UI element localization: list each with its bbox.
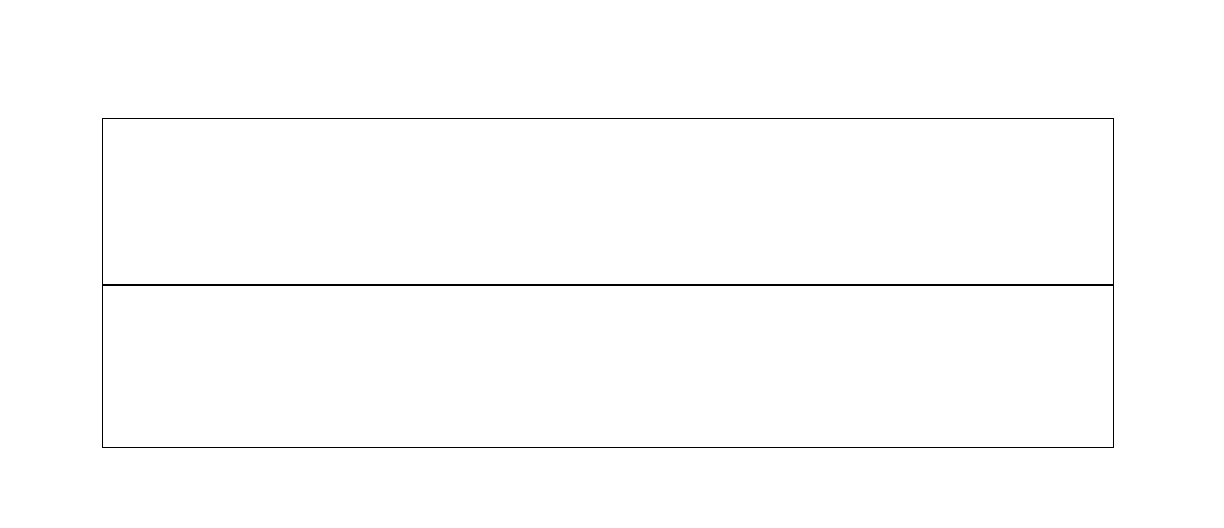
spectrum-chart <box>102 118 1114 448</box>
spectrum-svg <box>103 119 1113 447</box>
plot-area <box>102 118 1114 448</box>
